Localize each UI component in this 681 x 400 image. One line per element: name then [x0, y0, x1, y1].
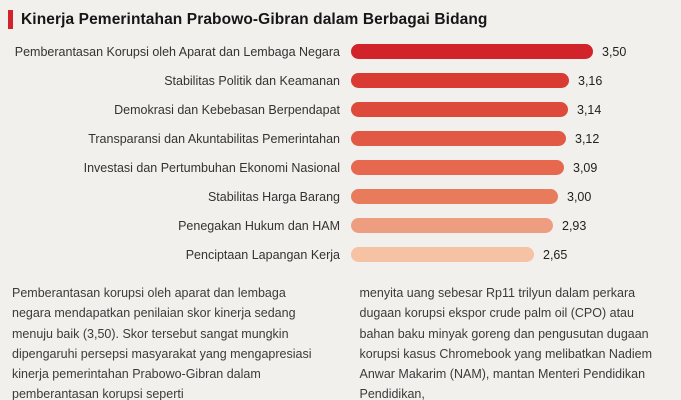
bar-row: Penegakan Hukum dan HAM 2,93 [10, 211, 681, 240]
bar [351, 247, 534, 262]
bar-value-label: 2,65 [543, 247, 568, 262]
bar-category-label: Demokrasi dan Kebebasan Berpendapat [114, 102, 340, 117]
bar-row: Demokrasi dan Kebebasan Berpendapat 3,14 [10, 95, 681, 124]
bar-category-label: Penegakan Hukum dan HAM [178, 218, 340, 233]
bar-category-label: Investasi dan Pertumbuhan Ekonomi Nasion… [83, 160, 340, 175]
bar-category-label: Transparansi dan Akuntabilitas Pemerinta… [88, 131, 340, 146]
bar-row: Pemberantasan Korupsi oleh Aparat dan Le… [10, 37, 681, 66]
bar-value-label: 3,12 [575, 131, 600, 146]
bar [351, 189, 558, 204]
bar-category-label: Penciptaan Lapangan Kerja [185, 247, 340, 262]
bar [351, 44, 593, 59]
bar [351, 218, 553, 233]
page-title: Kinerja Pemerintahan Prabowo-Gibran dala… [21, 10, 488, 28]
bar-category-label: Pemberantasan Korupsi oleh Aparat dan Le… [14, 44, 340, 59]
bar-row: Stabilitas Harga Barang 3,00 [10, 182, 681, 211]
bar [351, 73, 569, 88]
bar-category-label: Stabilitas Harga Barang [207, 189, 340, 204]
bar-value-label: 3,09 [573, 160, 598, 175]
bar-row: Transparansi dan Akuntabilitas Pemerinta… [10, 124, 681, 153]
bar [351, 160, 564, 175]
bar-chart: Pemberantasan Korupsi oleh Aparat dan Le… [0, 37, 681, 269]
bar-value-label: 3,16 [578, 73, 603, 88]
bar-value-label: 2,93 [562, 218, 587, 233]
bar-value-label: 3,50 [602, 44, 627, 59]
title-accent-bar [8, 10, 13, 29]
chart-header: Kinerja Pemerintahan Prabowo-Gibran dala… [0, 0, 681, 33]
bar-row: Investasi dan Pertumbuhan Ekonomi Nasion… [10, 153, 681, 182]
body-paragraph-right: menyita uang sebesar Rp11 trilyun dalam … [359, 286, 653, 400]
bar [351, 131, 566, 146]
bar-value-label: 3,00 [567, 189, 592, 204]
bar-value-label: 3,14 [577, 102, 602, 117]
bar [351, 102, 568, 117]
bar-category-label: Stabilitas Politik dan Keamanan [164, 73, 340, 88]
body-text-section: Pemberantasan korupsi oleh aparat dan le… [0, 269, 681, 400]
bar-row: Stabilitas Politik dan Keamanan 3,16 [10, 66, 681, 95]
bar-row: Penciptaan Lapangan Kerja 2,65 [10, 240, 681, 269]
body-paragraph-left: Pemberantasan korupsi oleh aparat dan le… [12, 286, 312, 400]
